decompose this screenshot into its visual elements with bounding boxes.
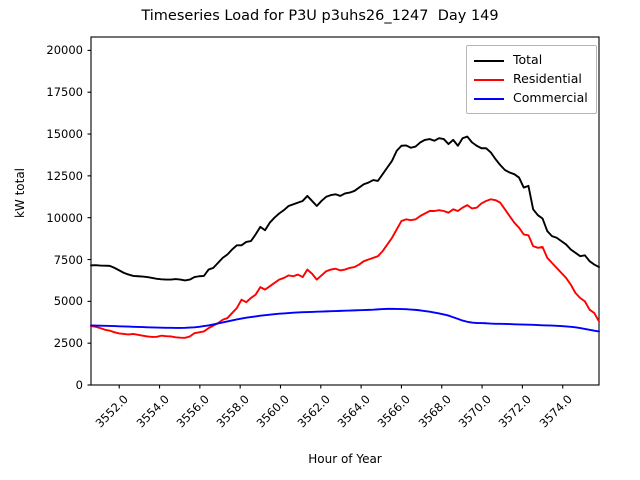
legend-swatch-residential	[474, 78, 504, 81]
y-tick-label: 7500	[53, 252, 83, 267]
y-tick-label: 20000	[46, 43, 83, 58]
y-tick-label: 2500	[53, 336, 83, 351]
y-tick-label: 12500	[46, 168, 83, 183]
legend-label-total: Total	[513, 52, 543, 68]
legend-swatch-total	[474, 59, 504, 62]
chart-legend[interactable]: Total Residential Commercial	[466, 45, 597, 114]
x-axis-label: Hour of Year	[308, 452, 382, 466]
y-tick-label: 17500	[46, 85, 83, 100]
series-lines	[90, 135, 600, 339]
legend-label-commercial: Commercial	[513, 90, 588, 106]
legend-item-residential: Residential	[474, 70, 588, 89]
legend-item-total: Total	[474, 51, 588, 70]
legend-item-commercial: Commercial	[474, 89, 588, 108]
legend-swatch-commercial	[474, 97, 504, 100]
series-line-commercial	[90, 307, 600, 333]
series-line-total	[90, 135, 600, 282]
y-tick-label: 10000	[46, 210, 83, 225]
legend-label-residential: Residential	[513, 71, 582, 87]
y-tick-label: 5000	[53, 294, 83, 309]
y-tick-marks	[87, 49, 91, 386]
series-line-residential	[90, 198, 600, 339]
y-tick-label: 15000	[46, 127, 83, 142]
y-tick-label: 0	[75, 378, 83, 392]
x-tick-marks	[118, 385, 564, 389]
chart-title: Timeseries Load for P3U p3uhs26_1247 Day…	[141, 8, 499, 24]
